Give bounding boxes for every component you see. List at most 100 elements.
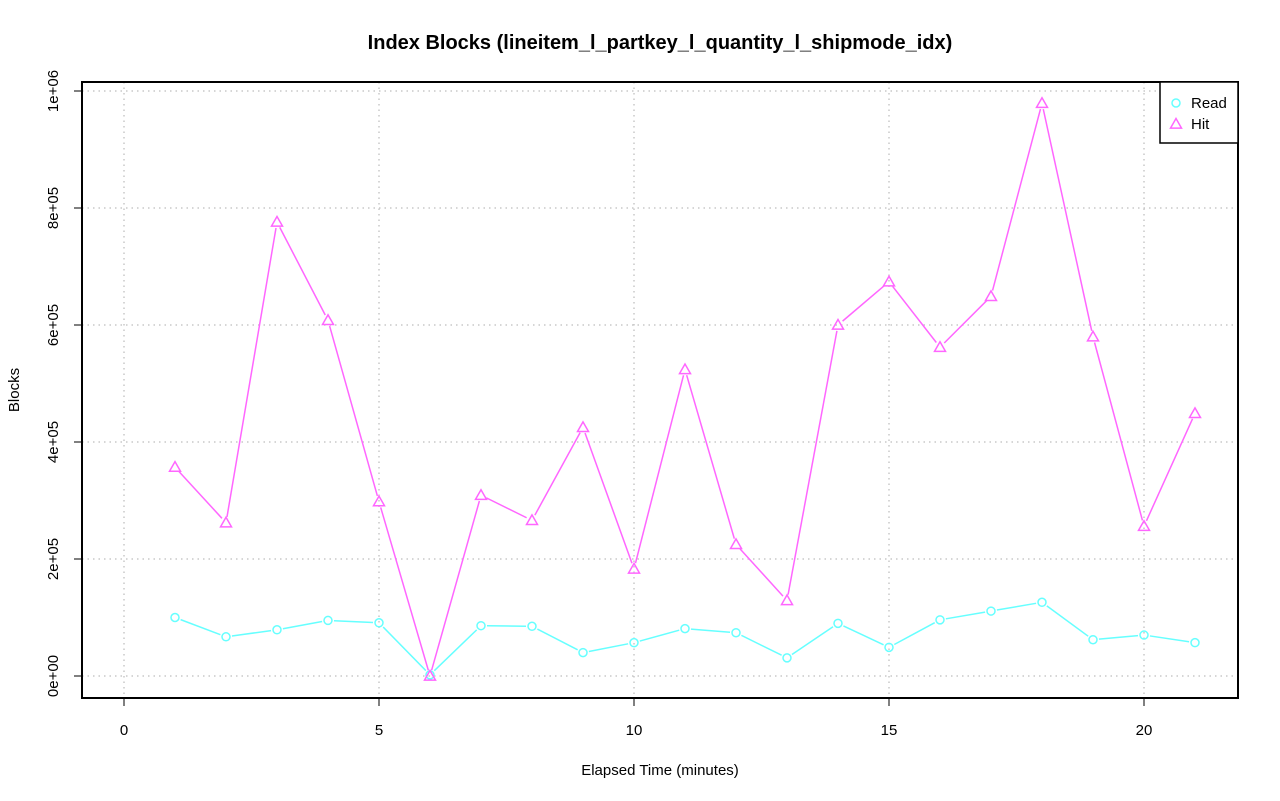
series-hit-segment <box>430 500 481 671</box>
series-read-segment <box>1046 605 1089 637</box>
x-axis-label: Elapsed Time (minutes) <box>581 762 739 779</box>
series-read-point <box>884 642 894 653</box>
series-hit-segment <box>634 375 685 564</box>
series-hit-point <box>984 289 998 302</box>
series-read-point <box>986 606 996 616</box>
series-read-segment <box>1098 634 1139 640</box>
series-hit-point <box>1035 96 1049 109</box>
y-tick-label: 1e+06 <box>45 70 62 112</box>
series-hit-point <box>678 362 692 375</box>
series-read-point <box>170 612 180 623</box>
series-hit-point <box>372 494 386 507</box>
series-read-segment <box>333 619 374 624</box>
series-read-segment <box>639 629 680 642</box>
series-read-segment <box>945 611 986 620</box>
x-axis: 0 5 10 15 20 <box>120 697 1152 739</box>
y-tick-label: 2e+05 <box>45 538 62 580</box>
legend-box <box>1159 81 1239 144</box>
series-hit-point <box>1188 406 1202 419</box>
series-read-point <box>578 647 588 658</box>
series-read <box>170 597 1200 680</box>
series-hit-point <box>627 561 641 574</box>
series-read-point <box>1088 634 1098 645</box>
series-read-segment <box>843 625 884 646</box>
series-hit-segment <box>486 497 527 519</box>
series-read-segment <box>791 626 834 656</box>
y-tick-label: 4e+05 <box>45 421 62 463</box>
series-hit <box>168 96 1202 681</box>
series-hit-segment <box>787 330 838 595</box>
series-hit-segment <box>1093 342 1144 521</box>
series-read-segment <box>1149 635 1190 643</box>
series-read-point <box>731 627 741 638</box>
x-tick-label: 0 <box>120 722 128 739</box>
x-tick-label: 10 <box>626 722 643 739</box>
series-hit-segment <box>178 471 223 519</box>
series-read-point <box>782 653 792 663</box>
series-hit-segment <box>892 285 937 343</box>
series-hit-segment <box>842 285 885 322</box>
series-read-segment <box>536 628 579 651</box>
series-read-point <box>1037 597 1047 608</box>
series <box>168 96 1202 681</box>
series-read-point <box>629 637 639 648</box>
series-read-point <box>680 623 690 634</box>
series-hit-segment <box>685 375 736 539</box>
series-hit-segment <box>584 432 633 564</box>
series-read-segment <box>893 622 936 646</box>
series-read-point <box>272 625 282 635</box>
legend-label-hit: Hit <box>1191 116 1210 133</box>
series-hit-point <box>780 593 794 606</box>
series-read-segment <box>996 602 1037 611</box>
legend-marker-hit <box>1169 116 1183 129</box>
series-hit-segment <box>226 227 277 517</box>
series-hit-segment <box>991 108 1042 291</box>
series-read-point <box>935 615 945 625</box>
series-read-point <box>323 615 333 626</box>
series-read-point <box>221 632 231 642</box>
series-read-point <box>1190 637 1200 648</box>
series-hit-point <box>933 340 947 353</box>
series-hit-point <box>1137 519 1151 532</box>
series-hit-segment <box>1042 108 1093 331</box>
series-read-point <box>527 621 537 632</box>
series-hit-point <box>525 513 539 526</box>
y-tick-label: 6e+05 <box>45 304 62 346</box>
series-read-segment <box>741 634 782 656</box>
series-read-segment <box>282 620 323 630</box>
series-hit-point <box>168 460 182 473</box>
series-read-point <box>476 620 486 631</box>
series-hit-point <box>219 515 233 528</box>
series-read-segment <box>180 618 221 636</box>
series-read-segment <box>382 626 427 672</box>
y-tick-label: 8e+05 <box>45 187 62 229</box>
series-hit-segment <box>379 507 430 671</box>
series-hit-segment <box>279 227 326 316</box>
series-hit-point <box>831 317 845 330</box>
series-hit-point <box>576 420 590 433</box>
series-hit-point <box>882 274 896 287</box>
series-read-segment <box>588 643 629 653</box>
series-hit-point <box>321 313 335 326</box>
y-axis-label: Blocks <box>6 368 23 412</box>
series-hit-point <box>423 668 437 681</box>
series-hit-point <box>474 488 488 501</box>
y-tick-label: 0e+00 <box>45 655 62 697</box>
legend-label-read: Read <box>1191 95 1227 112</box>
series-read-point <box>833 618 843 629</box>
series-hit-point <box>1086 329 1100 342</box>
series-hit-segment <box>534 432 581 516</box>
plot-frame <box>81 81 1239 699</box>
series-hit-point <box>729 537 743 550</box>
x-tick-label: 5 <box>375 722 383 739</box>
series-hit-segment <box>1145 418 1194 522</box>
series-hit-segment <box>328 325 379 497</box>
x-tick-label: 15 <box>881 722 898 739</box>
chart-title: Index Blocks (lineitem_l_partkey_l_quant… <box>368 32 953 54</box>
legend-marker-read <box>1171 98 1181 108</box>
series-hit-segment <box>943 300 988 344</box>
series-read-point <box>1139 630 1149 640</box>
legend: Read Hit <box>1159 81 1239 144</box>
grid <box>82 82 1238 698</box>
